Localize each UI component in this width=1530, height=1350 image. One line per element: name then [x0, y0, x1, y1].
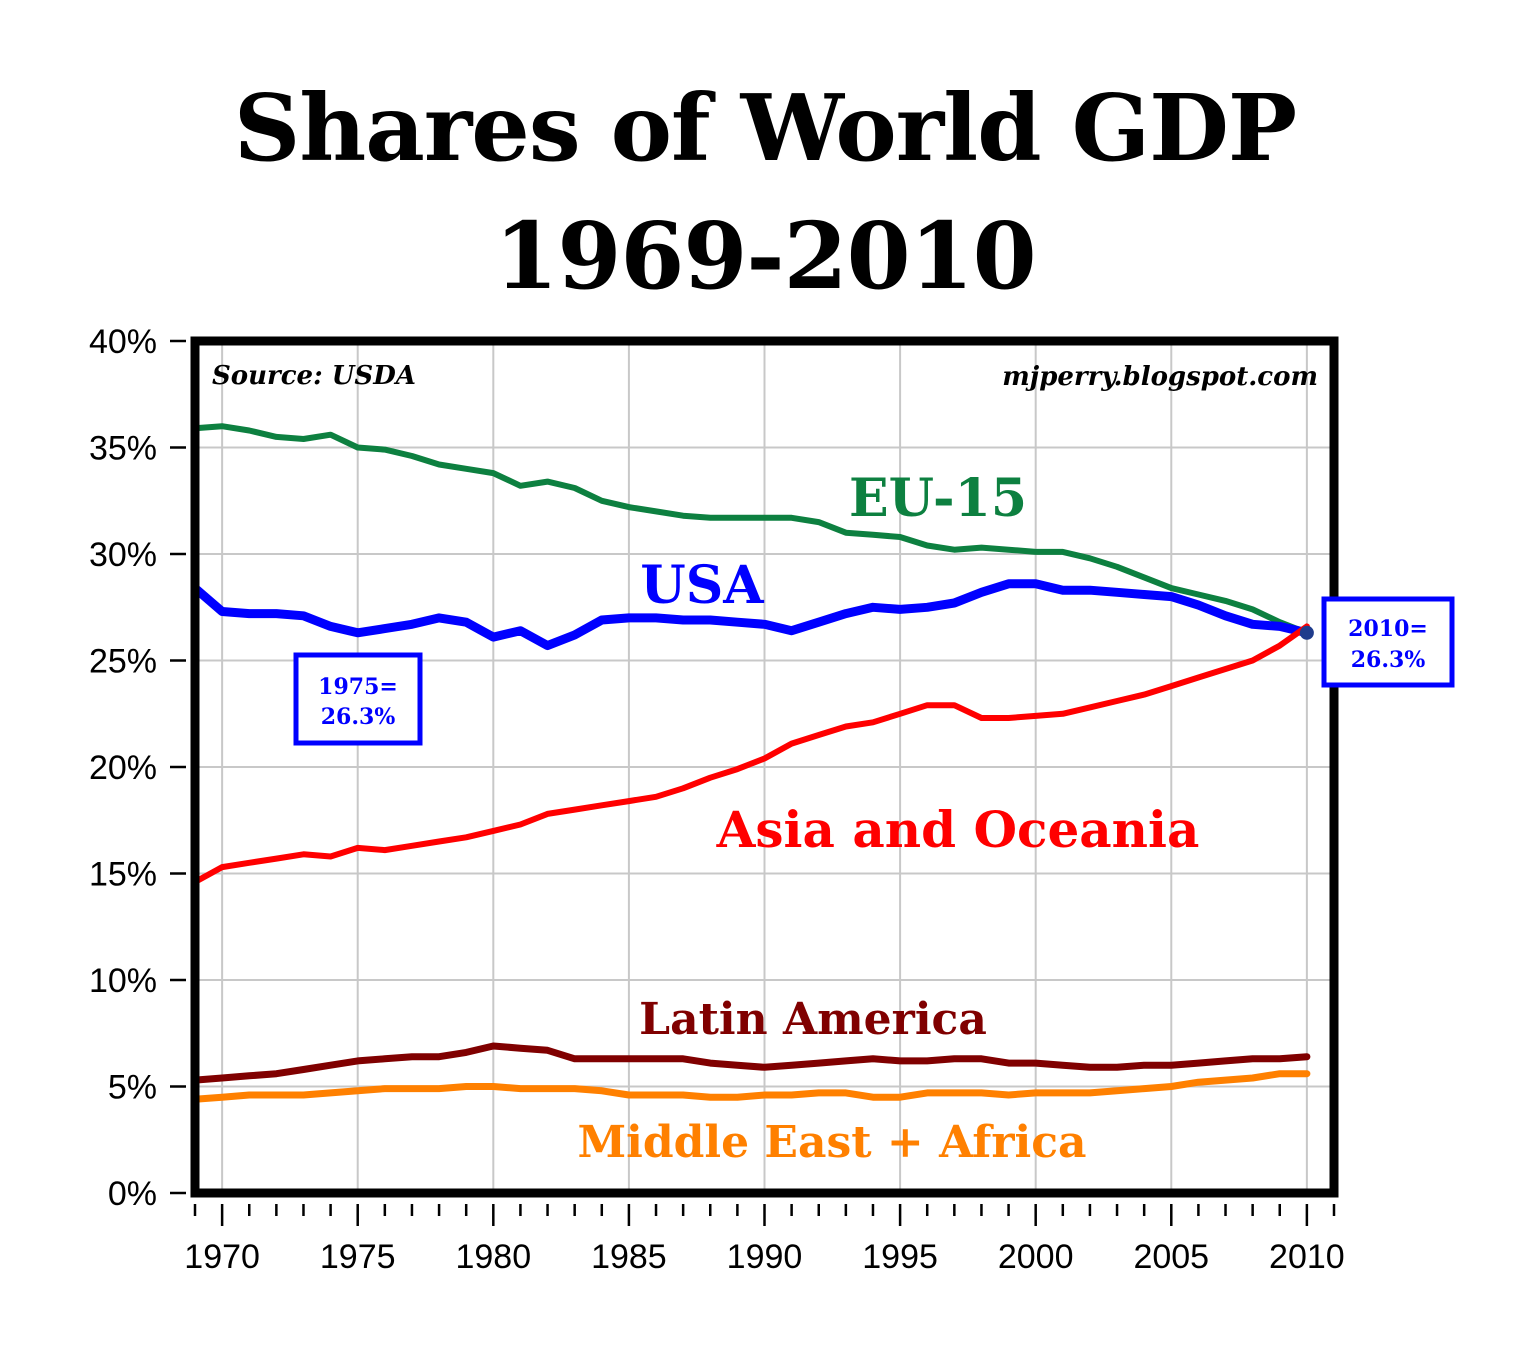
chart-title-line1: Shares of World GDP	[233, 74, 1297, 182]
series-label-middle-east-africa: Middle East + Africa	[577, 1117, 1086, 1168]
callout-box	[293, 652, 423, 746]
x-tick-label: 1980	[455, 1238, 531, 1276]
y-tick-label: 10%	[89, 962, 157, 1000]
series-line-middle-east-africa	[191, 1070, 1311, 1103]
axes: 0% 5% 10% 15% 20% 25% 30% 35% 40% 1970 1975 1980 198…	[89, 323, 1345, 1276]
x-tick-label: 1985	[591, 1238, 667, 1276]
x-tick-label: 1995	[862, 1238, 938, 1276]
endpoint-marker	[1299, 625, 1314, 640]
y-tick-label: 35%	[89, 430, 157, 468]
series-label-eu-15: EU-15	[849, 468, 1027, 529]
callout-2010: 2010= 26.3%	[1321, 596, 1455, 688]
series-line-asia-and-oceania	[192, 623, 1310, 885]
series-label-usa: USA	[640, 555, 764, 616]
y-tick-label: 0%	[108, 1175, 157, 1213]
credit-note: mjperry.blogspot.com	[1002, 362, 1318, 392]
grid-lines	[195, 340, 1334, 1194]
y-tick-label: 15%	[89, 856, 157, 894]
series-line-usa	[190, 579, 1312, 651]
x-tick-label: 2010	[1269, 1238, 1345, 1276]
callout-2010-line2: 26.3%	[1351, 647, 1426, 673]
x-tick-label: 1990	[727, 1238, 803, 1276]
source-note: Source: USDA	[212, 361, 416, 391]
chart-title-line2: 1969-2010	[494, 202, 1036, 310]
x-tick-label: 1975	[320, 1238, 396, 1276]
y-tick-label: 40%	[89, 323, 157, 361]
series-label-asia-and-oceania: Asia and Oceania	[716, 800, 1200, 859]
series-labels: EU-15 USA Asia and Oceania Latin America Mid…	[577, 468, 1199, 1168]
callout-1975-line2: 26.3%	[321, 704, 396, 730]
series-lines	[190, 423, 1314, 1103]
y-tick-label: 25%	[89, 643, 157, 681]
plot-frame	[190, 336, 1339, 1198]
callout-1975-line1: 1975=	[318, 674, 398, 700]
callout-1975: 1975= 26.3%	[293, 652, 423, 746]
y-tick-label: 20%	[89, 749, 157, 787]
y-tick-label: 5%	[108, 1069, 157, 1107]
callout-box	[1321, 596, 1455, 688]
x-tick-label: 2000	[998, 1238, 1074, 1276]
series-line-eu-15	[192, 423, 1310, 636]
x-tick-label: 1970	[184, 1238, 260, 1276]
callout-2010-line1: 2010=	[1348, 616, 1428, 642]
x-tick-label: 2005	[1133, 1238, 1209, 1276]
series-label-latin-america: Latin America	[639, 994, 987, 1045]
y-tick-label: 30%	[89, 536, 157, 574]
series-line-latin-america	[191, 1042, 1311, 1084]
